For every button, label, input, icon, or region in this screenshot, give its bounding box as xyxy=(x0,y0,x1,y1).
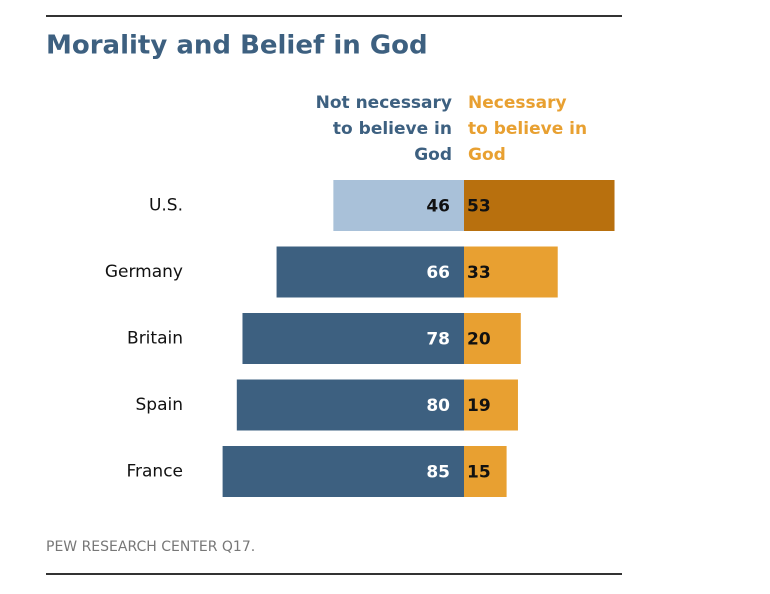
bar xyxy=(333,180,464,231)
bar xyxy=(242,313,464,364)
value-label: 19 xyxy=(467,396,491,416)
value-label: 46 xyxy=(426,197,450,217)
bar xyxy=(464,246,558,298)
value-label: 78 xyxy=(426,330,450,350)
value-label: 33 xyxy=(467,263,491,283)
bar xyxy=(464,313,521,364)
legend-left: Not necessary to believe in God xyxy=(315,93,452,165)
category-label: Britain xyxy=(127,329,183,349)
value-label: 85 xyxy=(426,463,450,483)
bar xyxy=(236,379,464,431)
category-label: Spain xyxy=(136,395,184,415)
value-label: 53 xyxy=(467,197,491,217)
bar xyxy=(464,446,507,497)
category-label: U.S. xyxy=(149,196,183,216)
legend-right: Necessary to believe in God xyxy=(468,93,588,165)
value-label: 80 xyxy=(426,396,450,416)
value-label: 66 xyxy=(426,263,450,283)
bar xyxy=(276,246,464,298)
bar xyxy=(222,446,464,497)
value-label: 15 xyxy=(467,463,491,483)
source: PEW RESEARCH CENTER Q17. xyxy=(46,539,255,555)
category-label: Germany xyxy=(105,262,183,282)
chart-title: Morality and Belief in God xyxy=(46,31,428,61)
bar xyxy=(464,180,615,231)
bar xyxy=(464,379,518,431)
category-label: France xyxy=(126,462,183,482)
value-label: 20 xyxy=(467,330,491,350)
